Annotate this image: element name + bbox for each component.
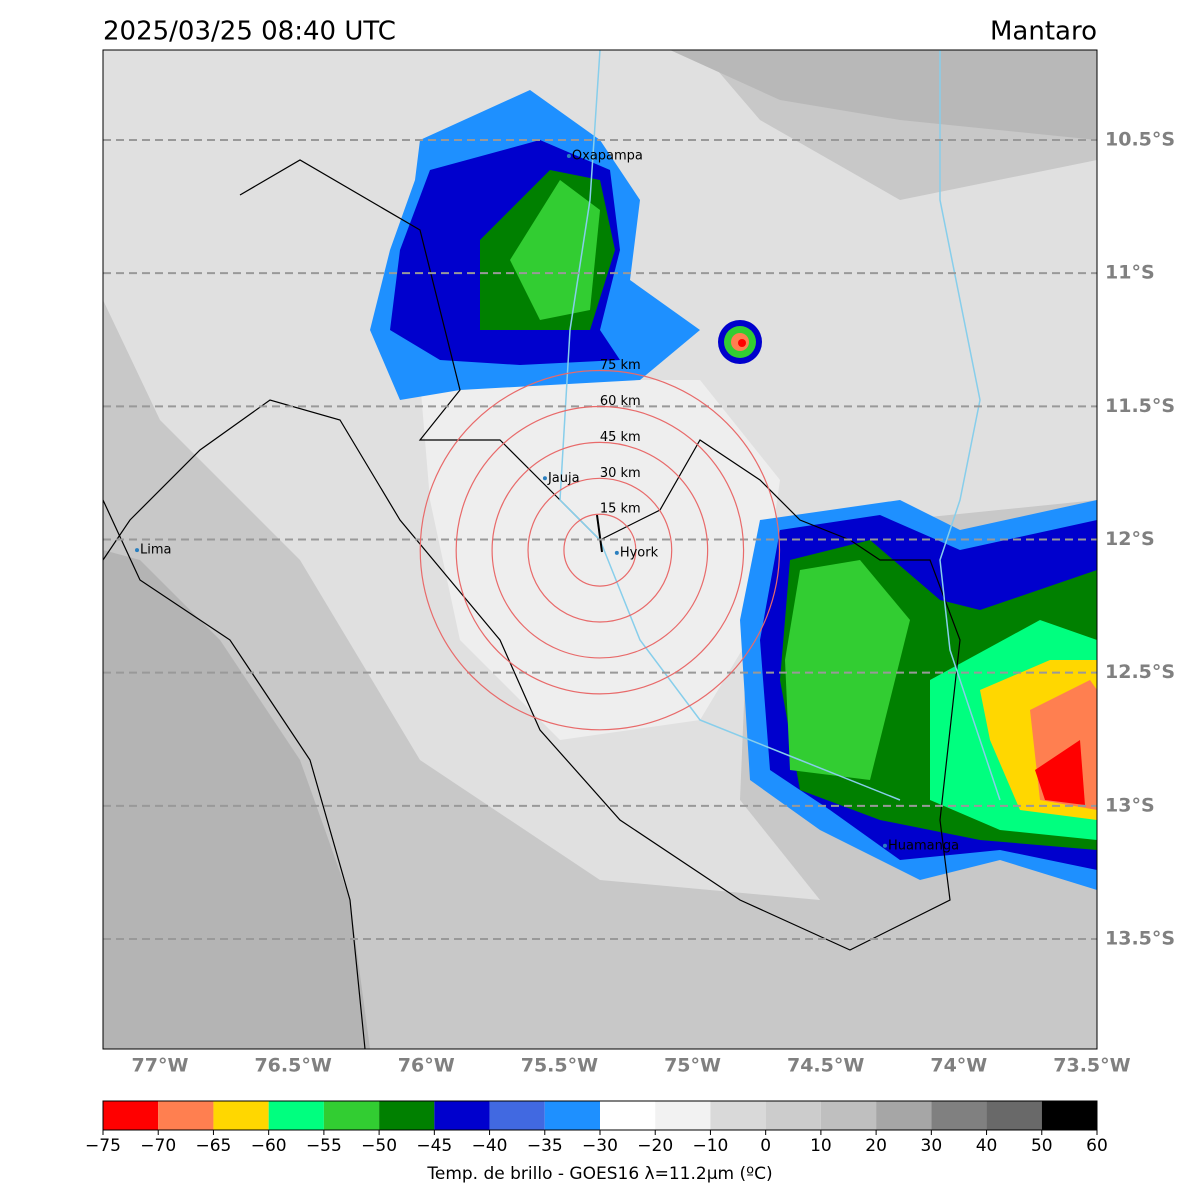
colorbar-tick-label: −35: [527, 1136, 563, 1156]
lat-label: 13°S: [1105, 794, 1155, 816]
place-marker: [135, 548, 140, 553]
colorbar-tick-label: −20: [637, 1136, 673, 1156]
lon-label: 77°W: [132, 1055, 189, 1077]
colorbar-bin: [986, 1101, 1042, 1130]
range-ring: [563, 513, 637, 587]
colorbar-bin: [820, 1101, 877, 1130]
colorbar-tick-label: 50: [1031, 1136, 1053, 1156]
title: 2025/03/25 08:40 UTC: [103, 17, 396, 47]
colorbar-bin: [379, 1101, 435, 1130]
lon-label: 73.5°W: [1053, 1055, 1130, 1077]
map-frame: [102, 49, 1098, 1050]
colorbar-tick-label: −60: [251, 1136, 287, 1156]
colorbar-bin: [710, 1101, 766, 1130]
colorbar-tick-label: 20: [865, 1136, 887, 1156]
colorbar-bin: [655, 1101, 711, 1130]
lon-label: 75°W: [664, 1055, 721, 1077]
colorbar-tick-label: 40: [976, 1136, 998, 1156]
colorbar-bin: [434, 1101, 490, 1130]
colorbar-bin: [103, 1101, 159, 1130]
colorbar-tick-label: −30: [582, 1136, 618, 1156]
place-label: Huamanga: [888, 838, 959, 853]
lat-label: 10.5°S: [1105, 129, 1175, 151]
colorbar-tick-label: −45: [416, 1136, 452, 1156]
colorbar-tick-label: −65: [195, 1136, 231, 1156]
colorbar-bin: [158, 1101, 214, 1130]
colorbar-bin: [600, 1101, 656, 1130]
place-marker: [882, 843, 887, 848]
ring-label: 30 km: [600, 466, 641, 481]
colorbar-tick-label: −75: [85, 1136, 121, 1156]
lat-label: 11.5°S: [1105, 395, 1175, 417]
lon-label: 75.5°W: [521, 1055, 598, 1077]
colorbar-label: Temp. de brillo - GOES16 λ=11.2μm (ºC): [426, 1164, 772, 1184]
lat-label: 12°S: [1105, 528, 1155, 550]
colorbar-bin: [489, 1101, 545, 1130]
colorbar-bin: [765, 1101, 821, 1130]
place-marker: [614, 550, 619, 555]
colorbar-tick-label: −10: [692, 1136, 728, 1156]
colorbar-bin: [268, 1101, 324, 1130]
range-ring: [455, 405, 745, 695]
map-imagery: [102, 49, 1097, 1050]
colorbar-bin: [213, 1101, 269, 1130]
lon-label: 74°W: [930, 1055, 987, 1077]
colorbar-tick-label: −40: [472, 1136, 508, 1156]
range-ring: [419, 369, 781, 731]
colorbar-tick-label: 10: [810, 1136, 832, 1156]
ring-label: 75 km: [600, 358, 641, 373]
range-ring: [491, 441, 709, 659]
colorbar-bin: [323, 1101, 380, 1130]
lon-label: 76°W: [398, 1055, 455, 1077]
colorbar-tick-label: −70: [140, 1136, 176, 1156]
place-label: Oxapampa: [572, 148, 643, 163]
lon-label: 74.5°W: [787, 1055, 864, 1077]
location: Mantaro: [990, 17, 1097, 47]
ring-label: 15 km: [600, 502, 641, 517]
lat-label: 11°S: [1105, 262, 1155, 284]
place-marker: [542, 476, 547, 481]
ring-label: 45 km: [600, 430, 641, 445]
ring-label: 60 km: [600, 394, 641, 409]
lon-label: 76.5°W: [254, 1055, 331, 1077]
colorbar-bin: [544, 1101, 600, 1130]
colorbar-tick-label: −55: [306, 1136, 342, 1156]
colorbar-bin: [931, 1101, 987, 1130]
place-label: Jauja: [547, 471, 580, 486]
colorbar-bin: [1041, 1101, 1097, 1130]
colorbar-tick-label: 60: [1086, 1136, 1108, 1156]
lat-label: 13.5°S: [1105, 928, 1175, 950]
colorbar-tick-label: 0: [760, 1136, 771, 1156]
place-marker: [566, 153, 571, 158]
place-label: Lima: [140, 543, 171, 558]
lat-label: 12.5°S: [1105, 661, 1175, 683]
range-ring: [527, 477, 673, 623]
colorbar-tick-label: 30: [921, 1136, 943, 1156]
colorbar-bin: [876, 1101, 932, 1130]
colorbar-tick-label: −50: [361, 1136, 397, 1156]
place-label: Hyork: [620, 545, 659, 560]
